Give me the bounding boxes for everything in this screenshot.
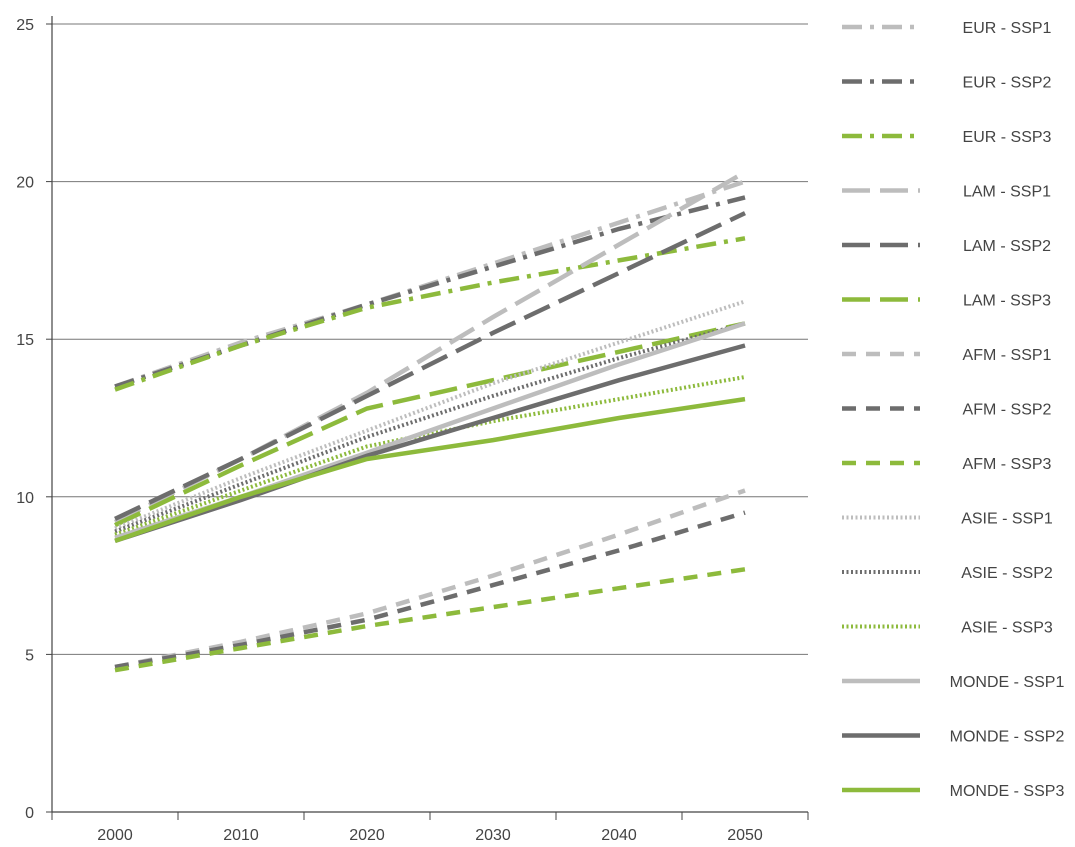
legend-label: MONDE - SSP1 [950, 674, 1065, 691]
legend-label: LAM - SSP2 [963, 238, 1051, 255]
x-tick-label: 2000 [97, 827, 133, 844]
legend-item: AFM - SSP1 [842, 347, 1052, 364]
x-tick-label: 2020 [349, 827, 385, 844]
legend-item: ASIE - SSP3 [842, 620, 1053, 637]
y-tick-label: 25 [16, 17, 34, 34]
legend-label: AFM - SSP1 [963, 347, 1052, 364]
series-line-lam-ssp1 [113, 170, 747, 525]
legend-item: MONDE - SSP3 [842, 783, 1064, 800]
series-line-asie-ssp3 [114, 375, 746, 537]
series-line-afm-ssp3 [114, 567, 746, 673]
y-tick-label: 20 [16, 175, 34, 192]
series-line-asie-ssp2 [114, 321, 746, 534]
x-tick-label: 2010 [223, 827, 259, 844]
legend-item: LAM - SSP2 [842, 238, 1051, 255]
series-line-lam-ssp2 [114, 211, 746, 521]
legend-label: ASIE - SSP2 [961, 565, 1053, 582]
y-tick-label: 15 [16, 332, 34, 349]
legend-item: ASIE - SSP1 [842, 511, 1053, 528]
legend-item: AFM - SSP3 [842, 456, 1052, 473]
legend-item: MONDE - SSP1 [842, 674, 1064, 691]
legend: EUR - SSP1 EUR - SSP2 EUR - SSP3 LAM - SSP1… [842, 20, 1064, 800]
legend-label: EUR - SSP1 [963, 20, 1052, 37]
series-line-afm-ssp1 [114, 488, 746, 670]
tick-labels: 0 5 10 15 20 25 2000 2010 2020 2030 2040 2050 [16, 17, 763, 844]
legend-label: MONDE - SSP2 [950, 729, 1065, 746]
legend-label: MONDE - SSP3 [950, 783, 1065, 800]
x-tick-label: 2050 [727, 827, 763, 844]
legend-item: EUR - SSP3 [842, 129, 1052, 146]
series-line-monde-ssp2 [114, 343, 746, 544]
legend-label: AFM - SSP2 [963, 402, 1052, 419]
grid-lines [52, 23, 808, 655]
legend-item: ASIE - SSP2 [842, 565, 1053, 582]
legend-label: EUR - SSP3 [963, 129, 1052, 146]
legend-label: AFM - SSP3 [963, 456, 1052, 473]
x-tick-label: 2030 [475, 827, 511, 844]
x-tick-label: 2040 [601, 827, 637, 844]
y-tick-label: 5 [25, 647, 34, 664]
legend-item: EUR - SSP1 [842, 20, 1052, 37]
series-lines [113, 170, 747, 673]
y-tick-label: 10 [16, 490, 34, 507]
axes [46, 16, 809, 820]
series-line-monde-ssp3 [114, 396, 746, 544]
legend-label: ASIE - SSP3 [961, 620, 1053, 637]
series-line-lam-ssp3 [114, 321, 746, 528]
series-line-eur-ssp3 [114, 236, 746, 392]
legend-item: MONDE - SSP2 [842, 729, 1064, 746]
series-line-afm-ssp2 [114, 510, 746, 670]
legend-item: AFM - SSP2 [842, 402, 1052, 419]
legend-label: EUR - SSP2 [963, 75, 1052, 92]
legend-label: ASIE - SSP1 [961, 511, 1053, 528]
y-tick-label: 0 [25, 805, 34, 822]
legend-label: LAM - SSP1 [963, 184, 1051, 201]
legend-item: EUR - SSP2 [842, 75, 1052, 92]
legend-item: LAM - SSP3 [842, 293, 1051, 310]
legend-label: LAM - SSP3 [963, 293, 1051, 310]
legend-item: LAM - SSP1 [842, 184, 1051, 201]
series-line-asie-ssp1 [114, 299, 746, 531]
